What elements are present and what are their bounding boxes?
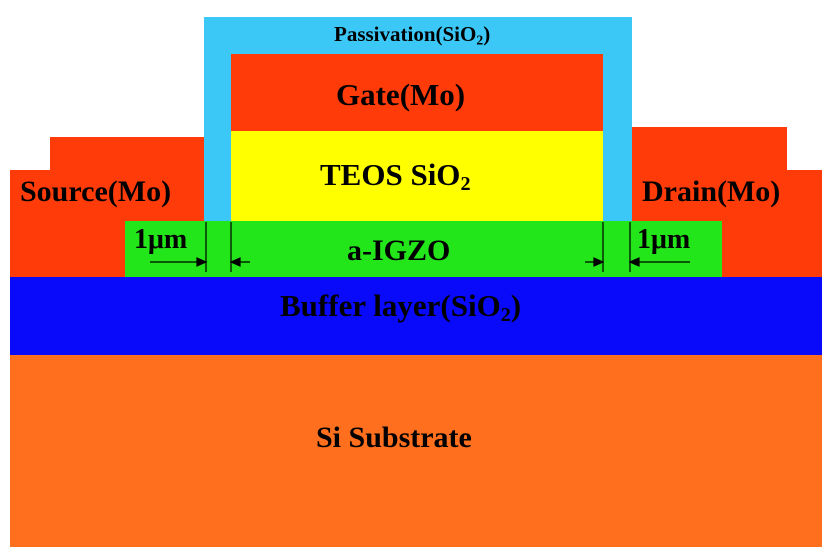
right-dimension-arrow-inner <box>593 257 605 267</box>
si-substrate-label: Si Substrate <box>316 421 472 454</box>
a-igzo-channel <box>125 221 722 277</box>
gate-electrode <box>231 54 603 131</box>
source-electrode-step <box>50 137 206 171</box>
buffer-layer <box>10 277 822 355</box>
passivation-label: Passivation(SiO2) <box>334 22 491 48</box>
drain-electrode-step <box>630 127 787 171</box>
right-dimension-arrow-outer <box>628 257 640 267</box>
source-label: Source(Mo) <box>20 175 172 208</box>
left-dimension-arrow-inner <box>229 257 241 267</box>
left-offset-label: 1μm <box>134 224 188 255</box>
a-igzo-label: a-IGZO <box>347 234 451 267</box>
si-substrate <box>10 355 822 547</box>
left-dimension-arrow-outer <box>196 257 208 267</box>
gate-label: Gate(Mo) <box>336 77 466 112</box>
buffer-layer-label: Buffer layer(SiO2) <box>280 288 522 327</box>
right-offset-label: 1μm <box>637 224 691 255</box>
teos-sio2-dielectric <box>231 131 603 221</box>
teos-sio2-label: TEOS SiO2 <box>320 157 471 196</box>
drain-label: Drain(Mo) <box>642 175 781 208</box>
